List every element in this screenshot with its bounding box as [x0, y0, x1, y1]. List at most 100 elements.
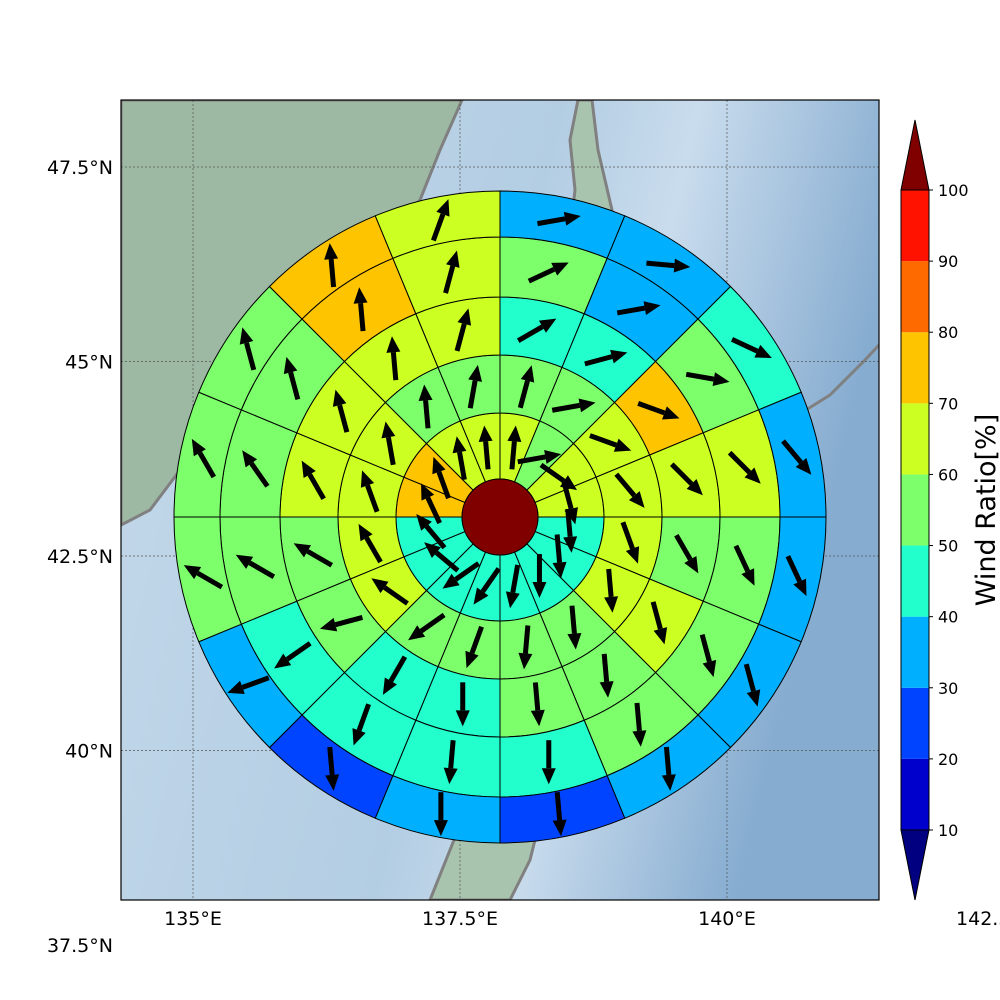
- ring-3-sector-3-arrow: [727, 450, 761, 484]
- lon-tick-label-3: 142.5°E: [956, 908, 1000, 930]
- ring-0-sector-0-arrow: [507, 425, 522, 470]
- ring-0-sector-13-arrow: [432, 456, 451, 500]
- colorbar-band-0: [901, 758, 929, 830]
- ring-4-sector-5-arrow: [743, 663, 761, 707]
- ring-0-sector-7-arrow: [505, 564, 521, 609]
- ring-4-sector-3-arrow: [781, 439, 812, 475]
- ring-2-sector-3-arrow: [670, 462, 703, 496]
- colorbar-band-6: [901, 332, 929, 404]
- lat-tick-label-1: 45°N: [65, 352, 113, 374]
- ring-1-sector-3-arrow: [614, 472, 645, 508]
- colorbar-bands: [901, 190, 929, 830]
- colorbar-tick-label-9: 100: [938, 181, 969, 200]
- ring-2-sector-2-arrow: [637, 401, 680, 420]
- colorbar-tick-label-8: 90: [938, 252, 958, 271]
- ring-2-sector-5-arrow: [650, 601, 668, 645]
- ring-1-sector-5-arrow: [604, 568, 619, 613]
- ring-0-sector-1-arrow: [517, 450, 562, 465]
- ring-4-sector-10-arrow: [227, 675, 270, 694]
- ring-3-sector-11-arrow: [235, 554, 276, 579]
- colorbar-band-3: [901, 545, 929, 617]
- kuril-islands: [789, 343, 879, 422]
- ring-4-sector-15-arrow: [431, 199, 450, 242]
- ring-2-sector-7-arrow: [530, 682, 545, 727]
- ring-0-sector-12-arrow: [421, 483, 442, 525]
- ring-4-sector-2-arrow: [730, 337, 772, 358]
- wind-direction-arrows: [183, 199, 812, 837]
- ring-0-sector-4-arrow: [563, 508, 578, 553]
- ring-3-sector-9-arrow: [352, 703, 371, 746]
- lon-tick-label-2: 140°E: [698, 908, 756, 930]
- colorbar-band-8: [901, 190, 929, 262]
- ring-1-sector-0-arrow: [517, 365, 535, 409]
- ring-4-sector-9-arrow: [325, 746, 340, 791]
- ring-3-sector-14-arrow: [353, 287, 368, 332]
- colorbar-tick-label-7: 80: [938, 323, 958, 342]
- colorbar-tick-label-2: 30: [938, 679, 958, 698]
- ring-3-sector-1-arrow: [616, 301, 661, 316]
- ring-4-sector-11-arrow: [183, 565, 224, 590]
- lon-tick-label-1: 137.5°E: [422, 908, 498, 930]
- ring-2-sector-15-arrow: [454, 308, 472, 352]
- center-cell: [461, 478, 539, 556]
- map-panel: [121, 100, 879, 900]
- colorbar-band-7: [901, 261, 929, 333]
- ring-0-sector-10-arrow: [424, 542, 460, 573]
- ring-2-sector-9-arrow: [382, 655, 408, 695]
- ring-2-sector-8-arrow: [455, 682, 470, 727]
- ring-0-sector-9-arrow: [442, 561, 481, 589]
- ring-1-sector-9-arrow: [408, 612, 446, 641]
- colorbar-frame: [900, 189, 930, 831]
- lat-tick-label-3: 40°N: [65, 741, 113, 763]
- ring-2-sector-4-arrow: [674, 533, 699, 574]
- lat-tick-label-0: 47.5°N: [47, 157, 113, 179]
- ring-4-sector-14-arrow: [324, 243, 339, 288]
- ring-2-sector-13-arrow: [332, 389, 350, 433]
- ring-3-sector-8-arrow: [443, 740, 458, 785]
- ring-3-sector-7-arrow: [541, 740, 556, 785]
- lon-tick-label-0: 135°E: [164, 908, 222, 930]
- colorbar: 10 20 30 40 50 60 70 80 90 100 Wind Ratio[%]: [900, 119, 1000, 901]
- ring-2-sector-0-arrow: [516, 318, 557, 343]
- colorbar-band-2: [901, 616, 929, 688]
- latitude-tick-labels: 47.5°N 45°N 42.5°N 40°N 37.5°N: [47, 157, 113, 957]
- colorbar-tick-label-5: 60: [938, 465, 958, 484]
- ring-1-sector-12-arrow: [360, 470, 380, 513]
- ring-3-sector-5-arrow: [699, 633, 717, 678]
- ring-3-sector-4-arrow: [733, 544, 755, 586]
- colorbar-over-triangle: [900, 119, 930, 191]
- ring-1-sector-15-arrow: [467, 364, 482, 409]
- ring-2-sector-1-arrow: [584, 349, 628, 367]
- ring-3-sector-12-arrow: [242, 450, 270, 488]
- ring-1-sector-4-arrow: [620, 521, 640, 564]
- map-frame: [120, 99, 880, 901]
- ring-0-sector-14-arrow: [452, 436, 467, 481]
- colorbar-label: Wind Ratio[%]: [971, 414, 1000, 606]
- ring-3-sector-2-arrow: [685, 371, 730, 387]
- ring-0-sector-11-arrow: [416, 513, 447, 550]
- ring-1-sector-1-arrow: [551, 398, 596, 413]
- ring-2-sector-11-arrow: [293, 543, 333, 568]
- ring-1-sector-14-arrow: [418, 384, 433, 429]
- ring-2-sector-12-arrow: [301, 460, 326, 501]
- ring-4-sector-8-arrow: [433, 792, 448, 837]
- ring-1-sector-8-arrow: [465, 625, 484, 669]
- colorbar-tick-labels: 10 20 30 40 50 60 70 80 90 100: [929, 181, 969, 840]
- ring-1-sector-10-arrow: [371, 578, 409, 606]
- colorbar-tick-label-6: 70: [938, 394, 958, 413]
- colorbar-tick-label-1: 20: [938, 750, 958, 769]
- ring-1-sector-7-arrow: [518, 625, 533, 670]
- colorbar-tick-label-4: 50: [938, 537, 958, 556]
- ring-2-sector-14-arrow: [386, 336, 401, 381]
- colorbar-band-1: [901, 687, 929, 759]
- ring-4-sector-0-arrow: [537, 211, 581, 227]
- colorbar-tick-label-0: 10: [938, 821, 958, 840]
- ring-4-sector-4-arrow: [785, 555, 807, 597]
- ring-1-sector-11-arrow: [358, 523, 383, 564]
- ring-4-sector-6-arrow: [661, 746, 676, 791]
- ring-4-sector-12-arrow: [191, 438, 216, 479]
- ring-4-sector-7-arrow: [552, 792, 567, 837]
- ring-3-sector-6-arrow: [632, 702, 647, 747]
- ring-0-sector-15-arrow: [478, 425, 493, 470]
